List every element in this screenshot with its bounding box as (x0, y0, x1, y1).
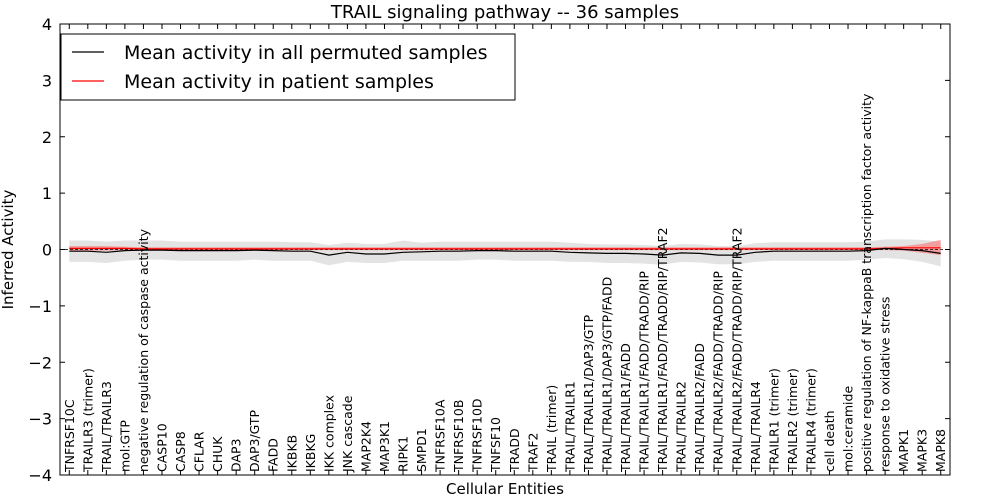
x-tick-label: TRAIL/TRAILR2/FADD/TRADD/RIP (711, 271, 726, 473)
chart-title: TRAIL signaling pathway -- 36 samples (330, 2, 679, 23)
x-tick-label: MAP2K4 (358, 421, 373, 472)
x-tick-label: TRAILR3 (trimer) (80, 368, 95, 473)
x-tick-label: SMPD1 (414, 428, 429, 472)
x-tick-label: TRAIL/TRAILR1/FADD/TRADD/RIP (637, 271, 652, 473)
x-tick-label: TRAIL/TRAILR1 (562, 381, 577, 473)
x-tick-label: TRAILR4 (trimer) (803, 368, 818, 473)
x-tick-label: MAP3K1 (377, 421, 392, 472)
x-tick-label: cell death (822, 410, 837, 472)
x-tick-label: TRAIL (trimer) (544, 385, 559, 473)
y-tick-label: 4 (42, 15, 52, 34)
x-tick-label: JNK cascade (340, 395, 355, 473)
x-tick-label: CASP10 (154, 423, 169, 472)
legend-label-permuted: Mean activity in all permuted samples (124, 42, 487, 64)
legend-label-patient: Mean activity in patient samples (124, 71, 434, 93)
x-axis-label: Cellular Entities (446, 480, 564, 498)
y-tick-label: −4 (28, 466, 52, 485)
y-tick-label: 1 (42, 184, 52, 203)
x-tick-label: TNFRSF10A (433, 399, 448, 473)
x-tick-label: CASP8 (173, 431, 188, 472)
x-tick-label: positive regulation of NF-kappaB transcr… (859, 93, 874, 472)
x-tick-label: TRAIL/TRAILR3 (99, 381, 114, 473)
x-tick-label: TNFRSF10D (470, 398, 485, 473)
legend: Mean activity in all permuted samples Me… (60, 33, 516, 101)
y-tick-label: 0 (42, 241, 52, 260)
x-tick-label: RIPK1 (396, 436, 411, 472)
x-tick-label: MAPK1 (896, 429, 911, 472)
x-tick-label: TRAIL/TRAILR4 (748, 381, 763, 473)
x-tick-label: TRAIL/TRAILR2 (674, 381, 689, 473)
x-tick-label: IKK complex (321, 395, 336, 472)
legend-box (60, 33, 516, 101)
x-tick-label: TNFRSF10C (62, 399, 77, 473)
x-tick-label: TRAILR2 (trimer) (785, 368, 800, 473)
x-axis-ticks (68, 24, 942, 475)
x-tick-label: MAPK3 (915, 429, 930, 472)
y-axis-label: Inferred Activity (0, 189, 17, 309)
x-tick-label: negative regulation of caspase activity (136, 228, 151, 472)
series-line-permuted (69, 247, 941, 256)
x-tick-label: CFLAR (192, 431, 207, 472)
x-tick-label: FADD (266, 438, 281, 472)
x-tick-label: response to oxidative stress (878, 297, 893, 472)
y-tick-label: 3 (42, 71, 52, 90)
x-tick-label: TRADD (507, 428, 522, 473)
y-tick-label: −2 (28, 353, 52, 372)
y-axis-ticks: −4 −3 −2 −1 0 1 2 3 4 (28, 15, 950, 485)
y-tick-label: 2 (42, 128, 52, 147)
confidence-bands (69, 239, 941, 267)
series-line-patient (69, 247, 941, 250)
x-tick-label: TRAF2 (525, 432, 540, 473)
x-tick-label: TNFSF10 (488, 417, 503, 473)
series-lines (69, 247, 941, 256)
x-axis-tick-labels: TNFRSF10C TRAILR3 (trimer) TRAIL/TRAILR3 mo… (62, 93, 948, 473)
y-tick-label: −3 (28, 410, 52, 429)
x-tick-label: DAP3/GTP (247, 409, 262, 472)
x-tick-label: MAPK8 (933, 429, 948, 472)
x-tick-label: IKBKB (284, 435, 299, 472)
x-tick-label: TRAIL/TRAILR1/DAP3/GTP/FADD (599, 277, 614, 473)
x-tick-label: TRAIL/TRAILR1/FADD (618, 343, 633, 473)
x-tick-label: TNFRSF10B (451, 400, 466, 473)
x-tick-label: mol:GTP (117, 420, 132, 472)
x-tick-label: TRAIL/TRAILR2/FADD (692, 343, 707, 473)
band-permuted (69, 239, 941, 267)
x-tick-label: TRAIL/TRAILR2/FADD/TRADD/RIP/TRAF2 (729, 227, 744, 473)
x-tick-label: mol:ceramide (841, 386, 856, 472)
x-tick-label: TRAIL/TRAILR1/FADD/TRADD/RIP/TRAF2 (655, 227, 670, 473)
x-tick-label: TRAILR1 (trimer) (766, 368, 781, 473)
band-patient (69, 239, 941, 256)
x-tick-label: CHUK (210, 436, 225, 472)
y-tick-label: −1 (28, 297, 52, 316)
x-tick-label: TRAIL/TRAILR1/DAP3/GTP (581, 314, 596, 473)
x-tick-label: DAP3 (229, 439, 244, 472)
x-tick-label: IKBKG (303, 434, 318, 472)
